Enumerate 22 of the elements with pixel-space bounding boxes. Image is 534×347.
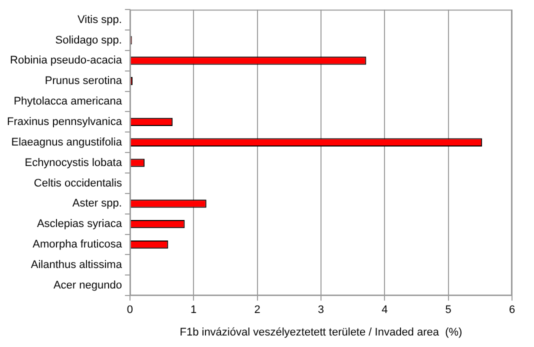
- x-tick-label: 3: [318, 304, 324, 316]
- x-tick-label: 2: [254, 304, 260, 316]
- y-tick-label: Elaeagnus angustifolia: [11, 136, 123, 148]
- y-tick-label: Echynocystis lobata: [24, 156, 123, 169]
- y-tick-label: Amorpha fruticosa: [32, 238, 123, 251]
- x-tick-label: 5: [445, 304, 452, 316]
- y-tick-label: Celtis occidentalis: [34, 177, 122, 190]
- y-tick-label: Aster spp.: [72, 198, 122, 210]
- x-tick-label: 0: [126, 304, 134, 316]
- y-tick-label: Phytolacca americana: [14, 96, 123, 108]
- y-tick-label: Ailanthus altissima: [30, 258, 123, 271]
- y-tick-label: Vitis spp.: [78, 14, 122, 26]
- y-tick-label: Prunus serotina: [44, 75, 123, 88]
- y-tick-label: Fraxinus pennsylvanica: [6, 116, 123, 128]
- y-tick-label: Solidago spp.: [55, 34, 122, 46]
- x-tick-label: 1: [190, 304, 197, 316]
- y-tick-label: Asclepias syriaca: [36, 218, 123, 230]
- x-tick-label: 4: [382, 304, 388, 316]
- y-tick-label: Robinia pseudo-acacia: [10, 54, 123, 67]
- y-tick-label: Acer negundo: [53, 279, 122, 292]
- x-axis-title: F1b invázióval veszélyeztetett területe / Invaded area (%): [180, 326, 462, 338]
- x-tick-label: 6: [508, 304, 516, 316]
